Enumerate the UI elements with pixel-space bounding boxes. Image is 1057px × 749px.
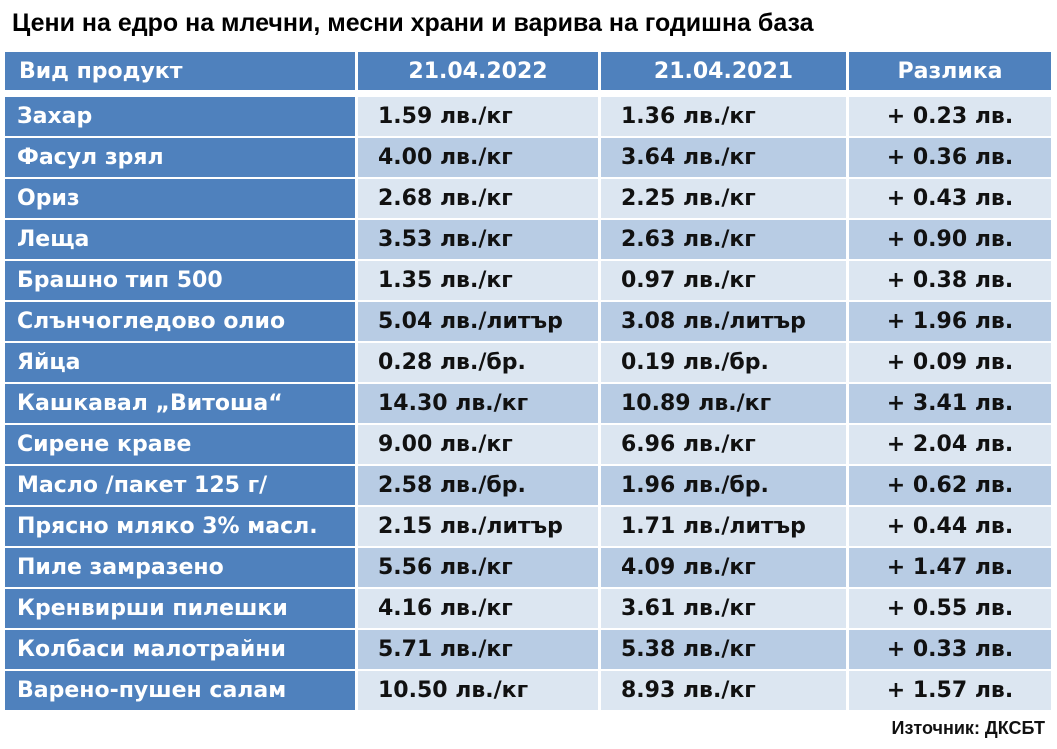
product-cell: Пиле замразено [5,548,355,587]
price-2021-cell: 5.38 лв./кг [601,630,846,669]
difference-cell: + 0.36 лв. [849,138,1051,177]
price-2022-cell: 9.00 лв./кг [358,425,598,464]
table-row: Фасул зрял 4.00 лв./кг 3.64 лв./кг + 0.36 л… [5,138,1051,177]
price-2022-cell: 5.04 лв./литър [358,302,598,341]
product-cell: Леща [5,220,355,259]
price-2022-cell: 3.53 лв./кг [358,220,598,259]
price-2022-cell: 2.68 лв./кг [358,179,598,218]
table-row: Захар 1.59 лв./кг 1.36 лв./кг + 0.23 лв. [5,97,1051,136]
difference-cell: + 2.04 лв. [849,425,1051,464]
price-2022-cell: 10.50 лв./кг [358,671,598,710]
difference-cell: + 1.47 лв. [849,548,1051,587]
product-cell: Сирене краве [5,425,355,464]
price-2022-cell: 0.28 лв./бр. [358,343,598,382]
difference-cell: + 0.44 лв. [849,507,1051,546]
product-cell: Прясно мляко 3% масл. [5,507,355,546]
price-2022-cell: 5.71 лв./кг [358,630,598,669]
product-cell: Варено-пушен салам [5,671,355,710]
price-2021-cell: 1.71 лв./литър [601,507,846,546]
table-row: Колбаси малотрайни 5.71 лв./кг 5.38 лв./кг… [5,630,1051,669]
product-cell: Слънчогледово олио [5,302,355,341]
price-2022-cell: 2.58 лв./бр. [358,466,598,505]
table-row: Кашкавал „Витоша“ 14.30 лв./кг 10.89 лв./к… [5,384,1051,423]
source-note: Източник: ДКСБТ [891,718,1045,738]
price-2021-cell: 3.61 лв./кг [601,589,846,628]
table-row: Слънчогледово олио 5.04 лв./литър 3.08 лв.… [5,302,1051,341]
header-date-2022: 21.04.2022 [358,52,598,90]
difference-cell: + 0.43 лв. [849,179,1051,218]
difference-cell: + 0.90 лв. [849,220,1051,259]
product-cell: Колбаси малотрайни [5,630,355,669]
product-cell: Фасул зрял [5,138,355,177]
difference-cell: + 0.38 лв. [849,261,1051,300]
price-2022-cell: 2.15 лв./литър [358,507,598,546]
table-row: Кренвирши пилешки 4.16 лв./кг 3.61 лв./кг +… [5,589,1051,628]
price-2021-cell: 2.25 лв./кг [601,179,846,218]
table-row: Яйца 0.28 лв./бр. 0.19 лв./бр. + 0.09 лв. [5,343,1051,382]
difference-cell: + 0.09 лв. [849,343,1051,382]
header-difference: Разлика [849,52,1051,90]
price-2021-cell: 1.96 лв./бр. [601,466,846,505]
price-2022-cell: 1.59 лв./кг [358,97,598,136]
difference-cell: + 0.62 лв. [849,466,1051,505]
header-product: Вид продукт [5,52,355,90]
difference-cell: + 0.23 лв. [849,97,1051,136]
price-2021-cell: 6.96 лв./кг [601,425,846,464]
price-2021-cell: 4.09 лв./кг [601,548,846,587]
table-row: Масло /пакет 125 г/2.58 лв./бр. 1.96 лв./… [5,466,1051,505]
product-cell: Масло /пакет 125 г/ [5,466,355,505]
price-2021-cell: 0.19 лв./бр. [601,343,846,382]
product-cell: Яйца [5,343,355,382]
price-2021-cell: 3.08 лв./литър [601,302,846,341]
difference-cell: + 0.55 лв. [849,589,1051,628]
table-header-row: Вид продукт 21.04.2022 21.04.2021 Разлик… [5,52,1051,90]
price-2022-cell: 5.56 лв./кг [358,548,598,587]
table-title: Цени на едро на млечни, месни храни и ва… [12,9,814,37]
table-row: Ориз 2.68 лв./кг 2.25 лв./кг + 0.43 лв. [5,179,1051,218]
price-2022-cell: 14.30 лв./кг [358,384,598,423]
price-2022-cell: 1.35 лв./кг [358,261,598,300]
difference-cell: + 0.33 лв. [849,630,1051,669]
price-2021-cell: 0.97 лв./кг [601,261,846,300]
difference-cell: + 1.96 лв. [849,302,1051,341]
table-row: Леща 3.53 лв./кг 2.63 лв./кг + 0.90 лв. [5,220,1051,259]
table-row: Прясно мляко 3% масл. 2.15 лв./литър 1.71 … [5,507,1051,546]
table-row: Варено-пушен салам 10.50 лв./кг 8.93 лв./к… [5,671,1051,710]
product-cell: Брашно тип 500 [5,261,355,300]
price-2021-cell: 1.36 лв./кг [601,97,846,136]
price-2021-cell: 2.63 лв./кг [601,220,846,259]
price-2021-cell: 3.64 лв./кг [601,138,846,177]
price-2022-cell: 4.00 лв./кг [358,138,598,177]
table-row: Сирене краве 9.00 лв./кг 6.96 лв./кг + 2.04… [5,425,1051,464]
table-row: Брашно тип 500 1.35 лв./кг 0.97 лв./кг + 0.… [5,261,1051,300]
product-cell: Кренвирши пилешки [5,589,355,628]
table-row: Пиле замразено 5.56 лв./кг 4.09 лв./кг + 1.… [5,548,1051,587]
header-date-2021: 21.04.2021 [601,52,846,90]
price-2021-cell: 10.89 лв./кг [601,384,846,423]
price-table: Вид продукт 21.04.2022 21.04.2021 Разлик… [5,52,1051,712]
difference-cell: + 3.41 лв. [849,384,1051,423]
price-2022-cell: 4.16 лв./кг [358,589,598,628]
product-cell: Кашкавал „Витоша“ [5,384,355,423]
difference-cell: + 1.57 лв. [849,671,1051,710]
product-cell: Захар [5,97,355,136]
product-cell: Ориз [5,179,355,218]
price-2021-cell: 8.93 лв./кг [601,671,846,710]
